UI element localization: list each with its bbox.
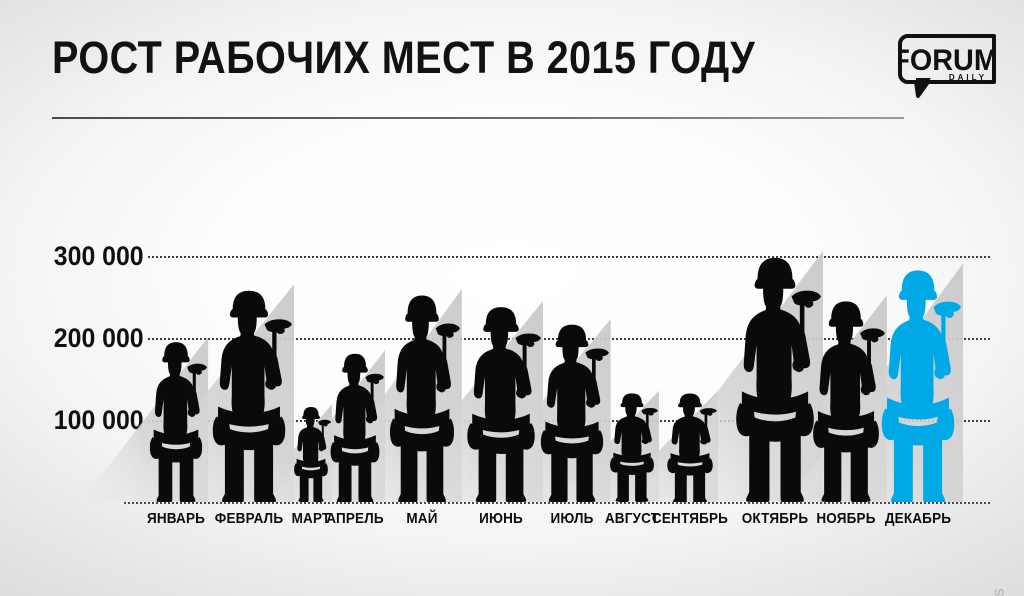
- x-axis-label-4: АПРЕЛЬ: [326, 510, 384, 527]
- logo-icon: FORUM DAILY: [898, 34, 998, 98]
- y-axis-tick-label: 200 000: [54, 323, 144, 353]
- worker-figure: [384, 289, 460, 502]
- source-note: Источник: BLS: [992, 588, 1006, 596]
- y-axis-tick-label: 100 000: [54, 405, 144, 435]
- svg-text:DAILY: DAILY: [949, 73, 987, 82]
- worker-figure: [807, 295, 885, 502]
- worker-figure: [291, 404, 331, 502]
- page-title: РОСТ РАБОЧИХ МЕСТ В 2015 ГОДУ: [52, 32, 756, 83]
- x-axis-label-9: СЕНТЯБРЬ: [651, 510, 729, 527]
- worker-figure: [145, 337, 207, 502]
- gridline-300000: [148, 256, 990, 258]
- x-axis-label-7: ИЮЛЬ: [550, 510, 594, 527]
- worker-figure: [206, 284, 292, 502]
- worker-figure: [326, 349, 384, 502]
- worker-figure: [729, 250, 821, 502]
- worker-figure-highlighted: [875, 263, 961, 502]
- x-axis-label-1: ЯНВАРЬ: [146, 510, 206, 527]
- x-axis-label-6: ИЮНЬ: [479, 510, 523, 527]
- x-axis-label-12: ДЕКАБРЬ: [884, 510, 952, 527]
- forum-daily-logo: FORUM DAILY: [898, 26, 1002, 98]
- x-axis-label-8: АВГУСТ: [604, 510, 660, 527]
- x-axis-label-11: НОЯБРЬ: [816, 510, 876, 527]
- worker-figure: [535, 319, 609, 502]
- axis-baseline: [124, 502, 990, 504]
- worker-figure: [606, 390, 658, 502]
- x-axis-label-2: ФЕВРАЛЬ: [214, 510, 284, 527]
- x-axis-label-10: ОКТЯБРЬ: [741, 510, 809, 527]
- worker-figure: [461, 301, 541, 502]
- title-divider: [52, 117, 904, 119]
- y-axis-tick-label: 300 000: [54, 241, 144, 271]
- svg-text:FORUM: FORUM: [898, 43, 998, 77]
- x-axis-label-5: МАЙ: [406, 510, 438, 527]
- worker-figure: [663, 390, 717, 502]
- x-axis-label-3: МАРТ: [291, 510, 331, 527]
